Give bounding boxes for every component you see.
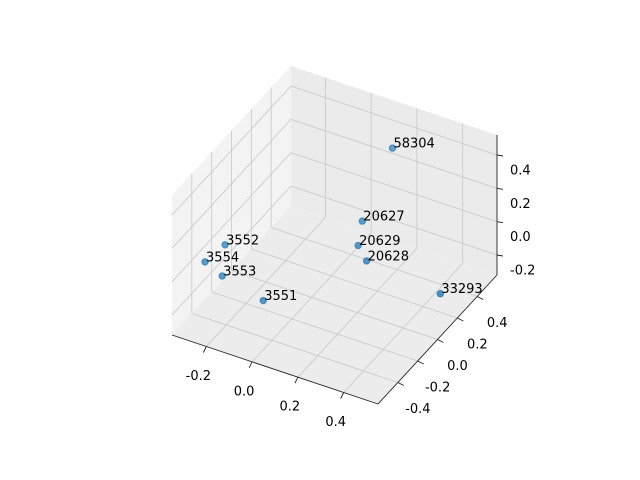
tick-mark: [397, 382, 405, 386]
point-label: 20628: [368, 249, 409, 264]
point-label: 20627: [363, 210, 404, 225]
y-tick-label: -0.4: [405, 402, 430, 417]
point: [362, 257, 371, 265]
z-tick-label: 0.2: [510, 197, 531, 212]
grid-line: [290, 185, 498, 256]
grid-line: [171, 185, 292, 316]
y-tick-label: 0.2: [467, 338, 488, 353]
y-tick-label: 0.0: [447, 359, 468, 374]
y-tick-label: -0.2: [425, 381, 450, 396]
grid-line: [290, 85, 498, 156]
point: [354, 241, 362, 250]
tick-mark: [496, 254, 504, 257]
grid-line: [171, 85, 292, 216]
point: [259, 296, 267, 305]
grid-line: [290, 152, 498, 223]
grid-line: [231, 270, 438, 340]
tick-mark: [496, 221, 504, 224]
tick-mark: [340, 392, 345, 399]
y-axis-line: [377, 274, 498, 405]
x-tick-label: 0.2: [280, 400, 301, 415]
z-tick-label: 0.0: [510, 230, 531, 245]
z-tick-label: -0.2: [510, 264, 535, 279]
grid-line: [251, 248, 458, 319]
tick-mark: [457, 317, 464, 322]
grid-line: [171, 119, 292, 249]
point-label: 3552: [226, 233, 259, 248]
point-label: 58304: [393, 137, 434, 152]
x-axis-line: [171, 334, 379, 405]
point-label: 33293: [441, 282, 482, 297]
tick-mark: [248, 361, 253, 369]
point: [358, 217, 367, 225]
point-label: 20629: [359, 234, 400, 249]
point: [201, 258, 209, 266]
x-tick-label: 0.4: [325, 415, 346, 430]
grid-line: [211, 291, 418, 362]
tick-mark: [417, 360, 424, 365]
point: [221, 241, 229, 249]
y-tick-label: 0.4: [487, 316, 508, 331]
tick-mark: [294, 376, 299, 384]
x-tick-label: -0.2: [186, 369, 211, 384]
point-label: 3553: [223, 264, 256, 279]
tick-mark: [202, 346, 207, 353]
point-label: 3551: [264, 289, 297, 304]
point: [436, 290, 445, 298]
point: [388, 144, 397, 152]
tick-mark: [476, 296, 484, 300]
point: [218, 272, 226, 280]
tick-mark: [496, 187, 504, 190]
tick-mark: [437, 339, 444, 343]
grid-line: [191, 313, 398, 383]
grid-line: [171, 152, 292, 282]
grid-line: [290, 118, 498, 189]
z-tick-label: 0.4: [510, 164, 531, 179]
pane-back: [291, 66, 497, 275]
point-label: 3554: [206, 250, 239, 265]
grid-line: [271, 227, 478, 297]
tick-mark: [496, 154, 504, 157]
x-tick-label: 0.0: [234, 384, 255, 399]
